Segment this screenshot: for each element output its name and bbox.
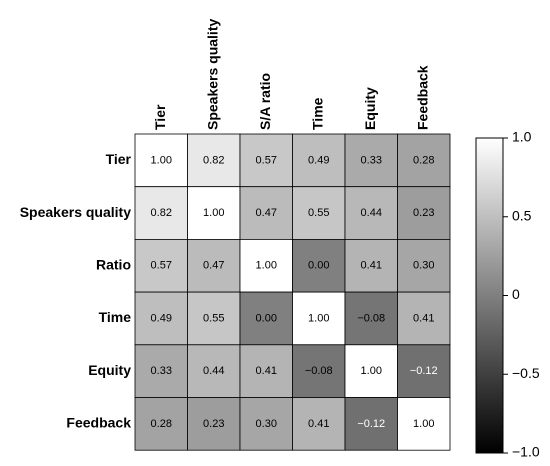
y-tick-label: Equity (88, 362, 131, 378)
cell-label: 0.41 (256, 365, 277, 377)
cell-label: 0.47 (203, 260, 224, 272)
cell-label: 0.41 (308, 418, 329, 430)
cell (292, 133, 346, 188)
y-tick-label: Feedback (66, 415, 131, 431)
y-tick-label: Tier (106, 151, 132, 167)
x-tick-label: Tier (152, 104, 168, 130)
cell (292, 344, 346, 398)
cell-label: 0.55 (203, 312, 224, 324)
cell (397, 344, 451, 398)
cell (239, 344, 293, 398)
cell (397, 397, 451, 451)
y-tick-label: Ratio (96, 256, 131, 272)
cell-label: 0.33 (361, 154, 382, 166)
cell-label: 0.41 (413, 312, 434, 324)
cell-label: 0.49 (151, 312, 172, 324)
cell (187, 238, 241, 293)
x-tick-label: S/A ratio (257, 73, 273, 130)
cell (187, 133, 241, 188)
cell-label: 0.57 (151, 260, 172, 272)
colorbar-tick-label: 0 (512, 286, 520, 302)
cell-label: 0.44 (203, 365, 224, 377)
cell (344, 238, 398, 293)
cell-label: 0.23 (203, 418, 224, 430)
cell-label: 1.00 (361, 365, 382, 377)
cell-label: −0.12 (410, 365, 438, 377)
x-tick-label: Equity (362, 87, 378, 130)
cell-label: −0.08 (305, 365, 333, 377)
colorbar-tick-label: 1.0 (512, 129, 532, 145)
cell-label: 0.00 (256, 312, 277, 324)
cell-label: 0.33 (151, 365, 172, 377)
cell-label: 0.30 (413, 260, 434, 272)
cell-label: 0.23 (413, 207, 434, 219)
cell (134, 133, 188, 188)
cell-label: 0.28 (151, 418, 172, 430)
cell-label: 0.82 (203, 154, 224, 166)
x-tick-label: Feedback (414, 65, 430, 130)
cell (292, 238, 346, 293)
cell-label: 1.00 (308, 312, 329, 324)
cell (292, 186, 346, 240)
cell (344, 397, 398, 451)
cell (134, 291, 188, 346)
y-tick-label: Time (99, 309, 132, 325)
cell (397, 133, 451, 188)
cell-label: 1.00 (151, 154, 172, 166)
cell (397, 238, 451, 293)
cell (239, 133, 293, 188)
cell (344, 344, 398, 398)
cell (397, 291, 451, 346)
cell-label: 1.00 (413, 418, 434, 430)
y-tick-label: Speakers quality (20, 204, 131, 220)
cell-label: 0.41 (361, 260, 382, 272)
cell-label: 0.47 (256, 207, 277, 219)
cell-label: 0.55 (308, 207, 329, 219)
cell (397, 186, 451, 240)
cell (134, 344, 188, 398)
cell-label: 1.00 (203, 207, 224, 219)
colorbar-tick-label: −1.0 (512, 444, 540, 460)
x-tick-label: Time (309, 97, 325, 130)
cell-label: 0.00 (308, 260, 329, 272)
cell-label: 0.49 (308, 154, 329, 166)
cell-label: 0.28 (413, 154, 434, 166)
cell-label: −0.12 (357, 418, 385, 430)
cell-label: 0.82 (151, 207, 172, 219)
colorbar-tick-label: 0.5 (512, 207, 532, 223)
cell-label: −0.08 (357, 312, 385, 324)
cell-label: 0.57 (256, 154, 277, 166)
x-tick-label: Speakers quality (204, 19, 220, 130)
cell-label: 0.30 (256, 418, 277, 430)
cell (239, 291, 293, 346)
cell (187, 186, 241, 240)
colorbar (475, 137, 504, 454)
cell-label: 0.44 (361, 207, 382, 219)
cell (344, 291, 398, 346)
cell (187, 291, 241, 346)
colorbar-tick-label: −0.5 (512, 365, 540, 381)
cell (292, 397, 346, 451)
cell (134, 397, 188, 451)
cell-label: 1.00 (256, 260, 277, 272)
cell (292, 291, 346, 346)
